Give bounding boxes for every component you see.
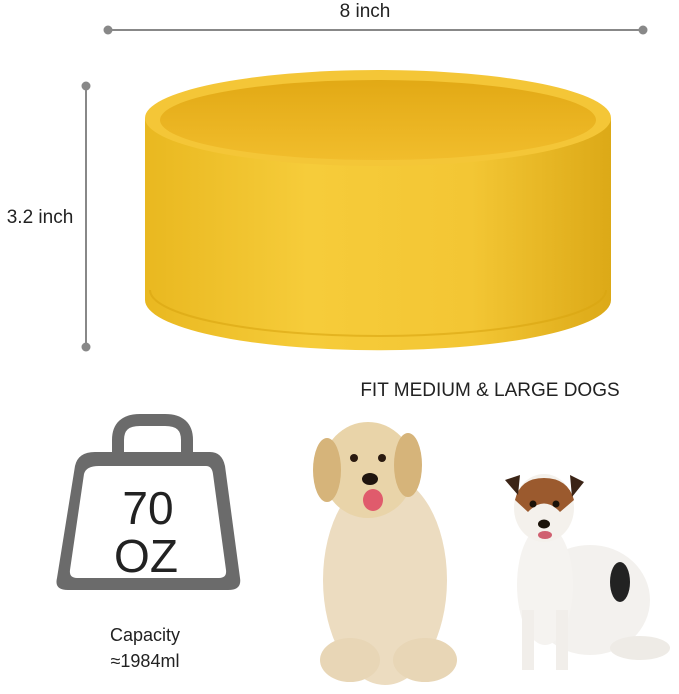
- height-dimension: 3.2 inch: [7, 81, 91, 352]
- tagline: FIT MEDIUM & LARGE DOGS: [360, 380, 619, 401]
- weight-icon: 70 OZ: [56, 414, 241, 590]
- capacity-label: Capacity: [110, 625, 180, 645]
- width-dimension: 8 inch: [103, 1, 648, 35]
- capacity-volume: ≈1984ml: [111, 651, 180, 671]
- width-label: 8 inch: [340, 1, 391, 22]
- weight-unit: OZ: [114, 530, 178, 582]
- height-label: 3.2 inch: [7, 207, 74, 228]
- golden-retriever: [313, 422, 457, 685]
- jack-russell: [505, 474, 670, 670]
- bowl: [145, 70, 611, 351]
- weight-amount: 70: [122, 482, 173, 534]
